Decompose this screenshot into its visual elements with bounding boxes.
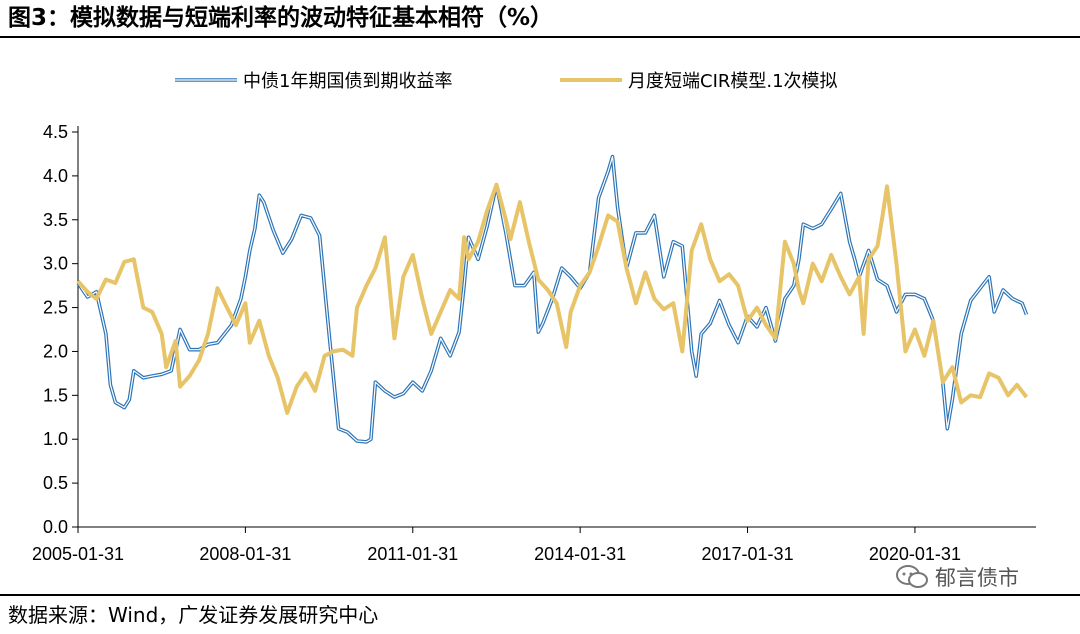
x-axis: 2005-01-31 2008-01-31 2011-01-31 2014-01-31… <box>32 526 1036 564</box>
y-tick-label: 2.5 <box>43 298 68 318</box>
series-layer <box>76 154 1029 444</box>
line-chart: 中债1年期国债到期收益率 月度短端CIR模型.1次模拟 0.0 0.5 1.0 1.5 2… <box>32 71 1036 564</box>
data-source: 数据来源：Wind，广发证券发展研究中心 <box>8 603 379 627</box>
source-bar: 数据来源：Wind，广发证券发展研究中心 <box>0 594 1080 634</box>
legend-label: 月度短端CIR模型.1次模拟 <box>628 71 838 92</box>
series-line-cir-simulation <box>76 182 1029 415</box>
x-tick-label: 2014-01-31 <box>534 544 626 564</box>
y-tick-label: 1.5 <box>43 385 68 405</box>
y-tick-label: 1.0 <box>43 429 68 449</box>
watermark: 郁言债市 <box>895 564 1019 590</box>
y-tick-label: 0.0 <box>43 517 68 537</box>
legend-label: 中债1年期国债到期收益率 <box>243 71 452 92</box>
series-line-inner <box>77 156 1028 443</box>
x-tick-label: 2017-01-31 <box>702 544 794 564</box>
y-tick-label: 4.0 <box>43 166 68 186</box>
x-tick-label: 2011-01-31 <box>367 544 458 564</box>
x-tick-label: 2020-01-31 <box>869 544 961 564</box>
series-line-bond-yield <box>76 154 1029 444</box>
figure-title-bar: 图3：模拟数据与短端利率的波动特征基本相符（%） <box>0 0 1080 38</box>
chart-legend: 中债1年期国债到期收益率 月度短端CIR模型.1次模拟 <box>175 71 838 92</box>
watermark-text: 郁言债市 <box>935 566 1019 590</box>
y-tick-label: 3.0 <box>43 254 68 274</box>
y-tick-label: 2.0 <box>43 341 68 361</box>
y-tick-label: 0.5 <box>43 473 68 493</box>
wechat-icon <box>896 565 928 588</box>
x-tick-label: 2005-01-31 <box>32 544 124 564</box>
y-tick-label: 4.5 <box>43 122 68 142</box>
y-axis: 0.0 0.5 1.0 1.5 2.0 2.5 3.0 3.5 4.0 4.5 <box>43 122 79 537</box>
x-tick-label: 2008-01-31 <box>199 544 291 564</box>
y-tick-label: 3.5 <box>43 210 68 230</box>
figure-title: 图3：模拟数据与短端利率的波动特征基本相符（%） <box>8 5 554 31</box>
